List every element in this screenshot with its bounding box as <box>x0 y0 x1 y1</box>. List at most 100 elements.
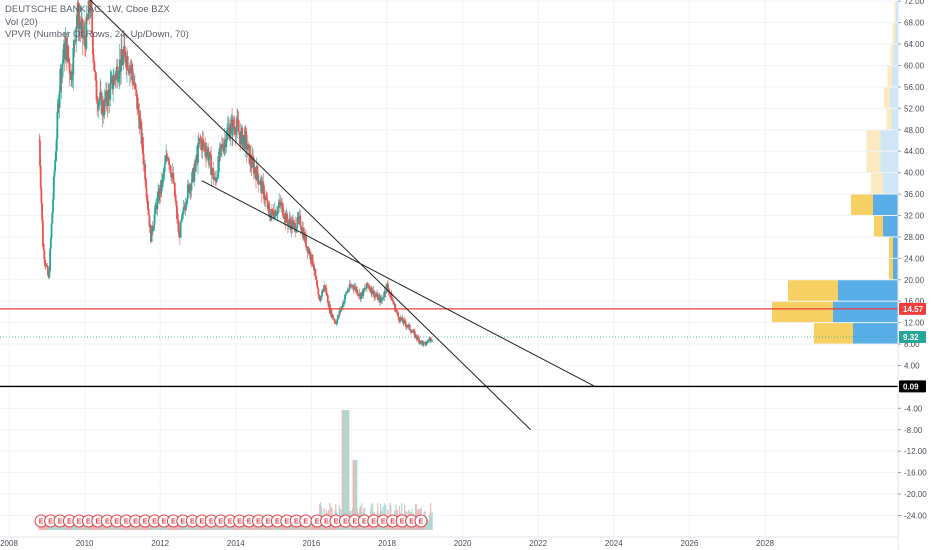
volume-bar <box>311 519 313 530</box>
candle-body <box>256 166 259 176</box>
candle-body <box>77 2 80 29</box>
candle-body <box>217 156 220 178</box>
volume-bar <box>74 526 76 530</box>
volume-bar <box>114 525 116 530</box>
symbol-title[interactable]: DEUTSCHE BANK AG, 1W, Cboe BZX <box>5 4 170 15</box>
volume-bar <box>40 525 43 530</box>
volume-bar <box>247 525 249 530</box>
volume-bar <box>148 523 150 530</box>
candle-body <box>39 165 42 189</box>
volume-bar <box>288 526 290 530</box>
volume-profile-up-bar <box>873 194 898 215</box>
candle-body <box>396 311 399 313</box>
volume-bar <box>216 526 218 530</box>
candle-body <box>202 139 204 142</box>
volume-bar <box>237 526 240 530</box>
candle-body <box>319 296 322 301</box>
candle-body <box>251 157 254 168</box>
volume-bar <box>82 522 84 530</box>
candle-body <box>238 132 241 136</box>
volume-bar <box>93 526 95 530</box>
candle-body <box>109 83 112 100</box>
candle-body <box>357 294 360 296</box>
volume-bar <box>82 526 85 530</box>
volume-bar <box>47 524 49 530</box>
candle-body <box>139 120 142 123</box>
price-axis[interactable]: 72.00 68.00 64.00 60.00 56.00 52.00 48.00 44.00… <box>897 0 927 550</box>
candle-body <box>339 308 342 312</box>
candle-body <box>199 138 202 140</box>
volume-bar <box>138 525 140 530</box>
candle-body <box>271 208 274 212</box>
volume-profile-down-bar <box>889 258 893 280</box>
candle-body <box>325 288 328 295</box>
volume-bar <box>232 525 235 530</box>
candle-body <box>158 188 161 201</box>
vpvr-indicator-label[interactable]: VPVR (Number Of Rows, 24, Up/Down, 70) <box>5 29 189 40</box>
volume-bar <box>74 526 77 530</box>
price-tick-label: -4.00 <box>904 404 923 413</box>
earnings-marker-label: E <box>409 519 414 526</box>
candle-body <box>241 127 244 147</box>
candle-body <box>88 0 91 13</box>
candle-body <box>168 158 170 165</box>
earnings-marker-label: E <box>228 519 233 526</box>
earnings-marker-label: E <box>181 519 186 526</box>
volume-bar <box>124 526 127 530</box>
horizontal-lines[interactable] <box>0 308 898 388</box>
volume-bar <box>132 526 134 530</box>
candle-body <box>216 177 219 178</box>
volume-bar <box>153 526 156 530</box>
candle-body <box>102 100 104 113</box>
candle-body <box>126 56 129 70</box>
volume-bar <box>258 526 260 530</box>
volume-bar <box>343 410 346 530</box>
volume-bar <box>55 523 57 530</box>
candle-body <box>202 141 205 146</box>
volume-bar <box>311 523 314 530</box>
candle-body <box>166 157 169 159</box>
candle-body <box>317 288 320 295</box>
candle-body <box>382 297 385 299</box>
volume-bar <box>166 524 168 530</box>
candle-body <box>58 91 61 108</box>
candle-body <box>226 130 228 141</box>
earnings-marker-label: E <box>171 519 176 526</box>
volume-bar <box>233 526 235 530</box>
candle-body <box>383 291 386 298</box>
candle-body <box>62 59 65 64</box>
volume-profile-down-bar <box>894 1 896 23</box>
candle-body <box>244 130 247 149</box>
volume-bar <box>241 526 243 530</box>
candle-body <box>265 199 268 201</box>
volume-bar <box>160 524 162 530</box>
candle-body <box>147 201 149 210</box>
candle-body <box>39 140 41 166</box>
volume-bar <box>307 526 309 530</box>
candle-body <box>161 176 164 188</box>
candle-body <box>333 318 336 321</box>
time-axis[interactable]: 2008 2010 2012 2014 2016 2018 2020 2022 2024 2026… <box>0 536 898 548</box>
earnings-marker-label: E <box>124 519 129 526</box>
candle-body <box>417 336 420 339</box>
candle-body <box>43 250 46 260</box>
candle-body <box>337 315 340 316</box>
candle-body <box>334 321 337 324</box>
trendlines[interactable] <box>69 0 596 431</box>
candle-body <box>165 155 168 158</box>
volume-indicator-label[interactable]: Vol (20) <box>5 16 38 28</box>
volume-bar <box>122 524 124 530</box>
candle-body <box>46 265 49 267</box>
volume-bar <box>121 524 123 530</box>
earnings-marker-label: E <box>275 519 280 526</box>
candle-body <box>305 235 307 248</box>
candle-body <box>214 177 217 181</box>
candle-body <box>279 201 281 204</box>
candle-body <box>421 340 423 342</box>
volume-bar <box>182 525 184 530</box>
candle-body <box>228 126 231 139</box>
candle-body <box>373 294 376 298</box>
candle-body <box>42 246 45 251</box>
